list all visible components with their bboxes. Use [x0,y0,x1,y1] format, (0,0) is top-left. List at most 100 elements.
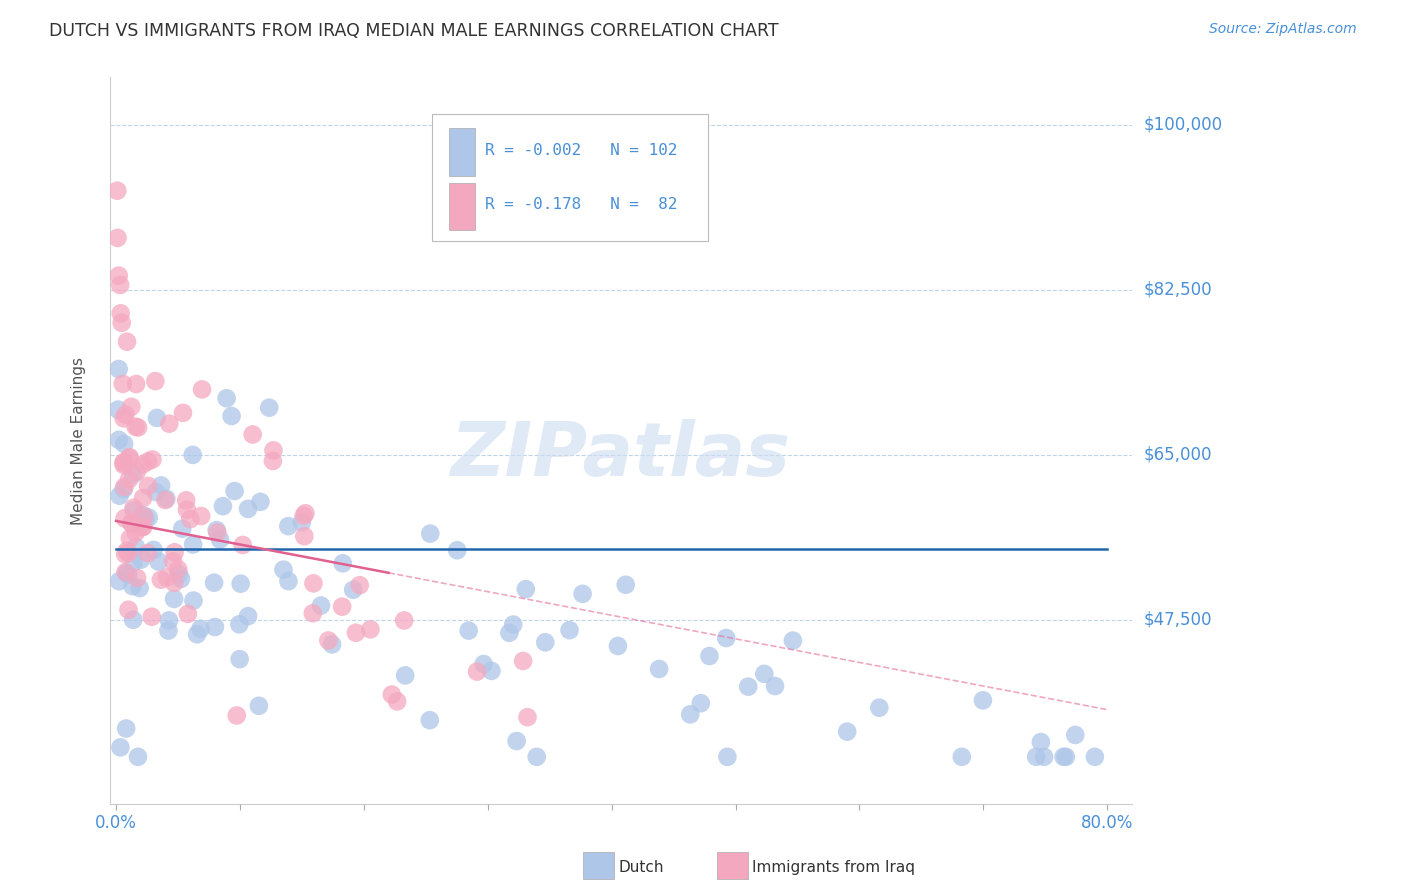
Point [699,648,721,663]
Point [344,625,367,640]
Point [122,555,145,569]
Text: R = -0.002   N = 102: R = -0.002 N = 102 [485,143,678,158]
Text: Dutch: Dutch [619,860,664,874]
Point [132,491,155,505]
Point [163,591,186,606]
Point [515,582,537,596]
Point [837,724,859,739]
Point [129,552,152,566]
Point [208,533,231,547]
Point [648,662,671,676]
Point [114,408,136,422]
Point [763,679,786,693]
Point [381,688,404,702]
Point [157,624,180,638]
Point [215,391,238,405]
Point [128,581,150,595]
Point [332,557,354,571]
Point [359,623,381,637]
Point [950,749,973,764]
Point [122,613,145,627]
Point [167,567,190,582]
Text: $100,000: $100,000 [1143,116,1222,134]
Point [179,512,201,526]
Point [342,582,364,597]
Bar [450,128,475,176]
Point [181,448,204,462]
Point [472,657,495,671]
Point [115,334,138,349]
Point [236,501,259,516]
Point [122,467,145,482]
Point [737,680,759,694]
Point [782,633,804,648]
Point [502,617,524,632]
Point [111,376,134,391]
Point [107,268,129,283]
Point [247,698,270,713]
Point [167,562,190,576]
Point [205,523,228,537]
Point [120,400,142,414]
Point [754,666,776,681]
Text: $47,500: $47,500 [1143,611,1212,629]
Point [228,652,250,666]
Point [972,693,994,707]
Point [150,478,173,492]
Point [155,491,177,506]
Point [142,543,165,558]
Point [516,710,538,724]
Point [155,493,177,508]
Point [385,694,408,708]
Point [1033,749,1056,764]
Point [162,554,184,568]
Point [105,184,128,198]
Point [170,572,193,586]
Point [321,637,343,651]
Point [419,713,441,727]
Point [145,374,167,388]
Point [132,508,155,522]
Point [125,377,148,392]
Point [112,482,135,496]
Point [141,609,163,624]
Y-axis label: Median Male Earnings: Median Male Earnings [72,357,86,524]
Text: R = -0.178   N =  82: R = -0.178 N = 82 [485,197,678,212]
Point [689,696,711,710]
Point [135,511,157,525]
Point [183,593,205,607]
Point [176,502,198,516]
Point [174,493,197,508]
Point [172,522,194,536]
Point [108,489,131,503]
Point [302,576,325,591]
Point [229,576,252,591]
Point [1064,728,1087,742]
Point [1052,749,1074,764]
Text: DUTCH VS IMMIGRANTS FROM IRAQ MEDIAN MALE EARNINGS CORRELATION CHART: DUTCH VS IMMIGRANTS FROM IRAQ MEDIAN MAL… [49,22,779,40]
Point [118,532,141,546]
Text: Source: ZipAtlas.com: Source: ZipAtlas.com [1209,22,1357,37]
Point [138,510,160,524]
Point [127,749,149,764]
FancyBboxPatch shape [432,114,707,241]
Point [115,566,138,580]
Point [202,575,225,590]
Point [127,420,149,434]
Point [224,483,246,498]
Point [132,520,155,534]
Point [136,454,159,468]
Point [558,623,581,637]
Point [498,625,520,640]
Point [212,499,235,513]
Point [1084,749,1107,764]
Point [118,450,141,464]
Point [190,508,212,523]
Point [108,278,131,293]
Point [115,544,138,558]
Point [526,749,548,764]
Point [163,545,186,559]
Point [614,578,637,592]
Point [716,749,738,764]
Point [115,722,138,736]
